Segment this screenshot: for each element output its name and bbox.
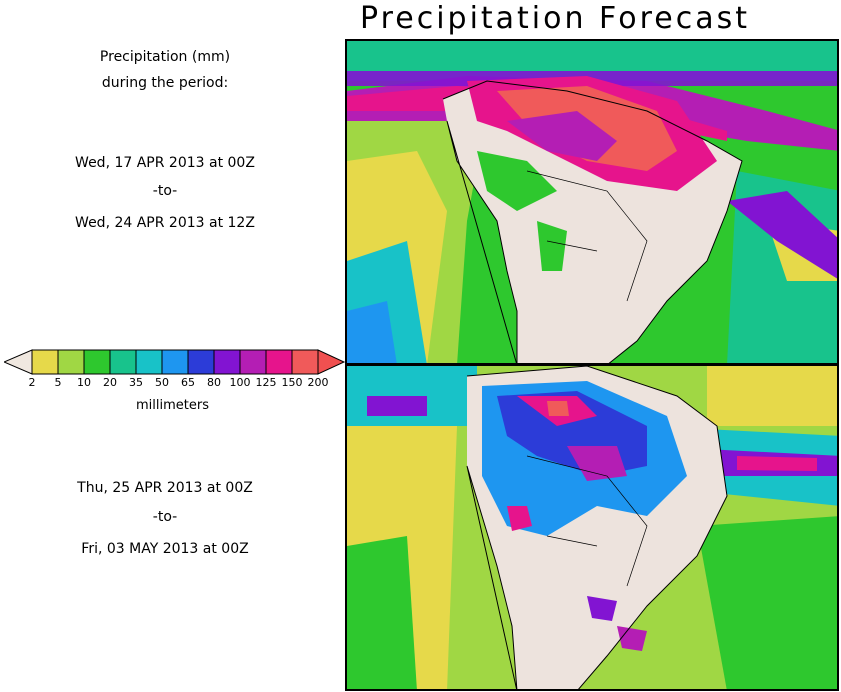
period2-separator: -to- — [152, 509, 178, 525]
period1-separator: -to- — [152, 183, 178, 199]
legend-tick-label: 2 — [28, 376, 36, 389]
period1-end: Wed, 24 APR 2013 at 12Z — [75, 215, 255, 231]
legend-tick-label: 150 — [281, 376, 303, 389]
period1-start: Wed, 17 APR 2013 at 00Z — [75, 155, 255, 171]
legend-cell — [187, 349, 215, 375]
legend-colorbar — [4, 349, 346, 375]
legend-cell — [31, 349, 59, 375]
legend-tick-label: 200 — [307, 376, 329, 389]
legend-units: millimeters — [136, 398, 209, 413]
legend-cell — [57, 349, 85, 375]
page-title: Precipitation Forecast — [360, 1, 750, 36]
forecast-map-period1 — [345, 39, 839, 365]
legend-cell — [291, 349, 319, 375]
legend-tick-label: 10 — [77, 376, 91, 389]
legend-tick-label: 65 — [181, 376, 195, 389]
legend-tick-label: 50 — [155, 376, 169, 389]
legend-tick-label: 100 — [229, 376, 251, 389]
legend-cell — [135, 349, 163, 375]
forecast-map-period2 — [345, 364, 839, 691]
legend-tick-label: 125 — [255, 376, 277, 389]
legend-cell — [83, 349, 111, 375]
legend-under-arrow — [4, 349, 33, 375]
period2-start: Thu, 25 APR 2013 at 00Z — [77, 480, 253, 496]
legend-cell — [213, 349, 241, 375]
legend-cell — [239, 349, 267, 375]
period2-end: Fri, 03 MAY 2013 at 00Z — [81, 541, 249, 557]
legend-tick-label: 20 — [103, 376, 117, 389]
legend-tick-label: 80 — [207, 376, 221, 389]
legend-tick-label: 35 — [129, 376, 143, 389]
description-line-1: Precipitation (mm) — [99, 49, 231, 65]
legend-cell — [265, 349, 293, 375]
legend-over-arrow — [317, 349, 346, 375]
description-line-2: during the period: — [101, 75, 229, 91]
legend-tick-label: 5 — [54, 376, 62, 389]
legend-cell — [161, 349, 189, 375]
legend-cell — [109, 349, 137, 375]
